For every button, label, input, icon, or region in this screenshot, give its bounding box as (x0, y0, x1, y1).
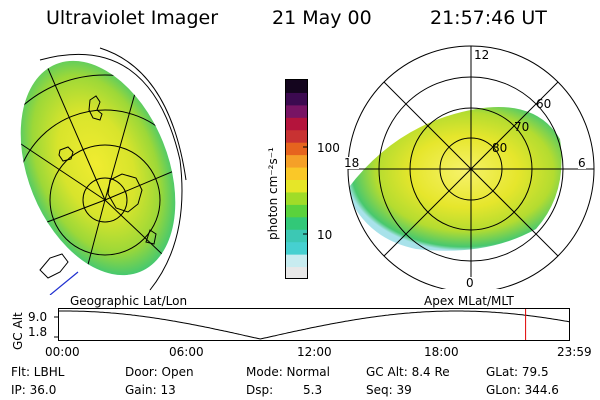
colorbar-band (286, 191, 307, 205)
mlt-label-12: 12 (474, 48, 490, 62)
altitude-timeline (54, 308, 570, 341)
limb-arcs (39, 47, 187, 291)
colorbar-band (286, 117, 307, 131)
colorbar-band (286, 104, 307, 118)
mlat-label-70: 70 (514, 120, 530, 134)
x-tick-label: 06:00 (169, 345, 204, 359)
mlt-label-18: 18 (344, 156, 360, 170)
polar-grid (347, 45, 595, 289)
mlt-label-6: 6 (578, 156, 586, 170)
door-info: Door: Open (125, 365, 194, 379)
timeline-frame (58, 308, 570, 341)
y-tick-label-low: 1.8 (28, 325, 48, 339)
colorbar-tick-100: 100 (317, 141, 340, 155)
colorbar-ticks (285, 79, 308, 279)
altitude-curve (58, 310, 570, 340)
colorbar-band (286, 179, 307, 193)
colorbar-band (286, 266, 307, 279)
colorbar-band (286, 204, 307, 218)
colorbar-tick-10: 10 (317, 228, 333, 242)
apex-caption: Apex MLat/MLT (424, 294, 514, 308)
mlat-label-80: 80 (492, 141, 508, 155)
colorbar-band (286, 154, 307, 168)
timeline-axis-label: GC Alt (11, 312, 25, 350)
mlt-label-0: 0 (466, 276, 474, 290)
seq-info: Seq: 39 (366, 383, 412, 397)
colorbar-band (286, 241, 307, 255)
glat-info: GLat: 79.5 (486, 365, 549, 379)
colorbar-band (286, 92, 307, 106)
colorbar-band (286, 254, 307, 268)
gc-alt-info: GC Alt: 8.4 Re (366, 365, 450, 379)
x-tick-label: 12:00 (297, 345, 332, 359)
glon-info: GLon: 344.6 (486, 383, 559, 397)
instrument-title: Ultraviolet Imager (46, 7, 219, 29)
colorbar-ramp (286, 80, 307, 279)
mode-info: Mode: Normal (246, 365, 330, 379)
geographic-caption: Geographic Lat/Lon (70, 294, 188, 308)
colorbar-band (286, 229, 307, 243)
magnetic-polar-map (347, 45, 595, 289)
colorbar-band (286, 80, 307, 93)
date-label: 21 May 00 (272, 7, 372, 29)
aurora-image-geographic (20, 60, 176, 276)
aurora-image-magnetic (348, 107, 562, 251)
x-tick-label: 00:00 (45, 345, 80, 359)
colorbar (285, 79, 308, 279)
x-tick-label: 18:00 (424, 345, 459, 359)
mlat-label-60: 60 (536, 97, 552, 111)
geographic-map (0, 40, 205, 295)
dsp-value: 5.3 (303, 383, 323, 397)
dsp-label: Dsp: (246, 383, 274, 397)
ground-track (49, 271, 79, 295)
gain-info: Gain: 13 (125, 383, 176, 397)
colorbar-unit-label: photon cm⁻²s⁻¹ (266, 147, 280, 240)
ip-info: IP: 36.0 (11, 383, 57, 397)
x-tick-label: 23:59 (557, 345, 592, 359)
colorbar-band (286, 129, 307, 143)
y-tick-label-high: 9.0 (28, 310, 48, 324)
colorbar-band (286, 216, 307, 230)
colorbar-band (286, 142, 307, 156)
time-label: 21:57:46 UT (430, 7, 547, 29)
coastlines (39, 95, 157, 279)
filter-info: Flt: LBHL (11, 365, 65, 379)
colorbar-band (286, 167, 307, 180)
